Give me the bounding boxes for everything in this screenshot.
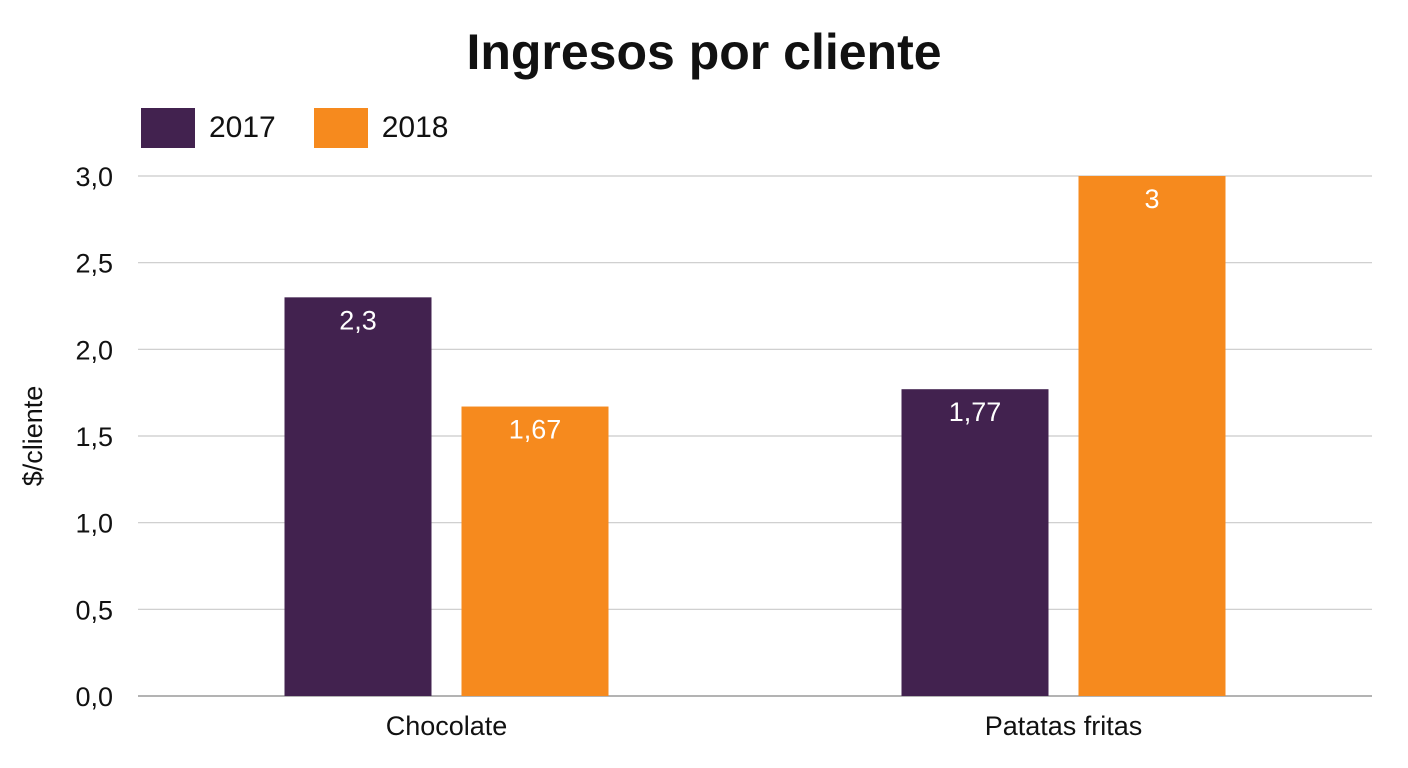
x-tick-label: Patatas fritas: [985, 711, 1143, 741]
legend-item-2017: 2017: [141, 108, 276, 148]
legend-swatch-2018: [313, 108, 368, 148]
y-tick-labels: 0,0 0,5 1,0 1,5 2,0 2,5 3,0: [75, 162, 113, 712]
legend-label-2017: 2017: [209, 111, 276, 144]
y-tick-label: 2,0: [75, 335, 113, 365]
bar-2017-chocolate: [284, 297, 432, 696]
bars: [284, 176, 1226, 696]
y-tick-label: 0,5: [75, 595, 113, 625]
x-tick-labels: Chocolate Patatas fritas: [386, 711, 1143, 741]
data-label: 2,3: [339, 305, 377, 335]
data-labels: 2,3 1,67 1,77 3: [339, 184, 1159, 445]
bar-2018-chocolate: [461, 406, 609, 696]
bar-2017-patatas-fritas: [901, 389, 1049, 696]
bar-2018-patatas-fritas: [1078, 176, 1226, 696]
y-tick-label: 0,0: [75, 682, 113, 712]
legend-swatch-2017: [141, 108, 195, 148]
x-tick-label: Chocolate: [386, 711, 508, 741]
y-tick-label: 2,5: [75, 249, 113, 279]
legend-label-2018: 2018: [381, 111, 449, 144]
data-label: 1,67: [509, 415, 562, 445]
legend-item-2018: 2018: [313, 108, 449, 148]
legend: 2017 2018: [141, 108, 487, 148]
y-tick-label: 1,0: [75, 509, 113, 539]
chart-title: Ingresos por cliente: [466, 24, 942, 80]
y-tick-label: 3,0: [75, 162, 113, 192]
data-label: 3: [1144, 184, 1159, 214]
y-tick-label: 1,5: [75, 422, 113, 452]
y-axis-label: $/cliente: [18, 386, 48, 487]
data-label: 1,77: [949, 397, 1002, 427]
